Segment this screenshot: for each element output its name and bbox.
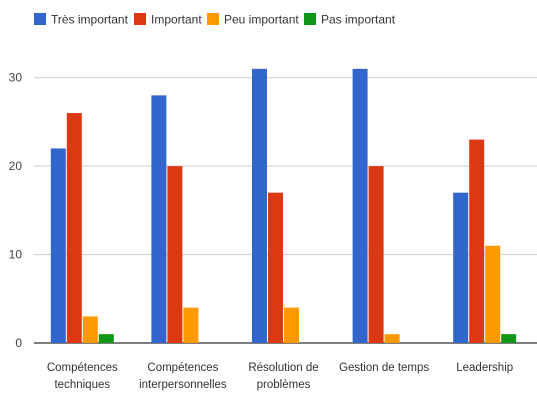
legend-label: Peu important: [224, 13, 299, 27]
legend-swatch: [34, 13, 46, 25]
legend-item-tres-important: Très important: [34, 13, 129, 27]
bar-important: [66, 113, 82, 343]
x-tick-label-leadership: Leadership: [456, 362, 513, 374]
bar-tres-important: [151, 95, 167, 343]
x-axis: Compétences techniques Compétences interper…: [47, 362, 513, 391]
y-tick-label: 0: [15, 336, 22, 350]
bar-important: [268, 192, 283, 343]
x-tick-label-competences-techniques: Compétences techniques: [47, 362, 118, 391]
bar-tres-important: [453, 192, 469, 343]
bar-peu-important: [284, 307, 299, 343]
bar-tres-important: [252, 68, 267, 343]
y-tick-label: 30: [9, 71, 23, 85]
legend-item-peu-important: Peu important: [207, 13, 299, 27]
legend-item-pas-important: Pas important: [304, 13, 396, 27]
legend-swatch: [207, 13, 219, 25]
legend-swatch: [304, 13, 316, 25]
legend-item-important: Important: [134, 13, 202, 27]
x-tick-label-resolution-de-problemes: Résolution de problèmes: [248, 362, 318, 391]
bar-important: [469, 139, 485, 343]
legend: Très important Important Peu important Pas …: [34, 13, 396, 27]
y-tick-label: 20: [9, 159, 23, 173]
bar-tres-important: [50, 148, 66, 343]
bar-peu-important: [82, 316, 98, 343]
bar-group-leadership: [453, 139, 517, 343]
bar-tres-important: [352, 68, 368, 343]
x-tick-label-gestion-de-temps: Gestion de temps: [339, 362, 429, 374]
bar-peu-important: [183, 307, 199, 343]
bar-group-competences-techniques: [50, 113, 114, 343]
bar-pas-important: [501, 334, 517, 343]
bar-group-competences-interpersonnelles: [151, 95, 199, 343]
y-tick-label: 10: [9, 248, 23, 262]
bar-peu-important: [384, 334, 400, 343]
legend-label: Important: [151, 13, 202, 27]
bar-important: [167, 166, 183, 343]
y-axis: 0 10 20 30: [9, 71, 23, 350]
legend-swatch: [134, 13, 146, 25]
bar-peu-important: [485, 245, 501, 343]
legend-label: Très important: [51, 13, 129, 27]
bar-group-gestion-de-temps: [352, 68, 400, 343]
bar-important: [368, 166, 384, 343]
bar-pas-important: [98, 334, 114, 343]
legend-label: Pas important: [321, 13, 396, 27]
bars: [50, 68, 517, 343]
bar-group-resolution-de-problemes: [252, 68, 299, 343]
x-tick-label-competences-interpersonnelles: Compétences interpersonnelles: [139, 362, 227, 391]
